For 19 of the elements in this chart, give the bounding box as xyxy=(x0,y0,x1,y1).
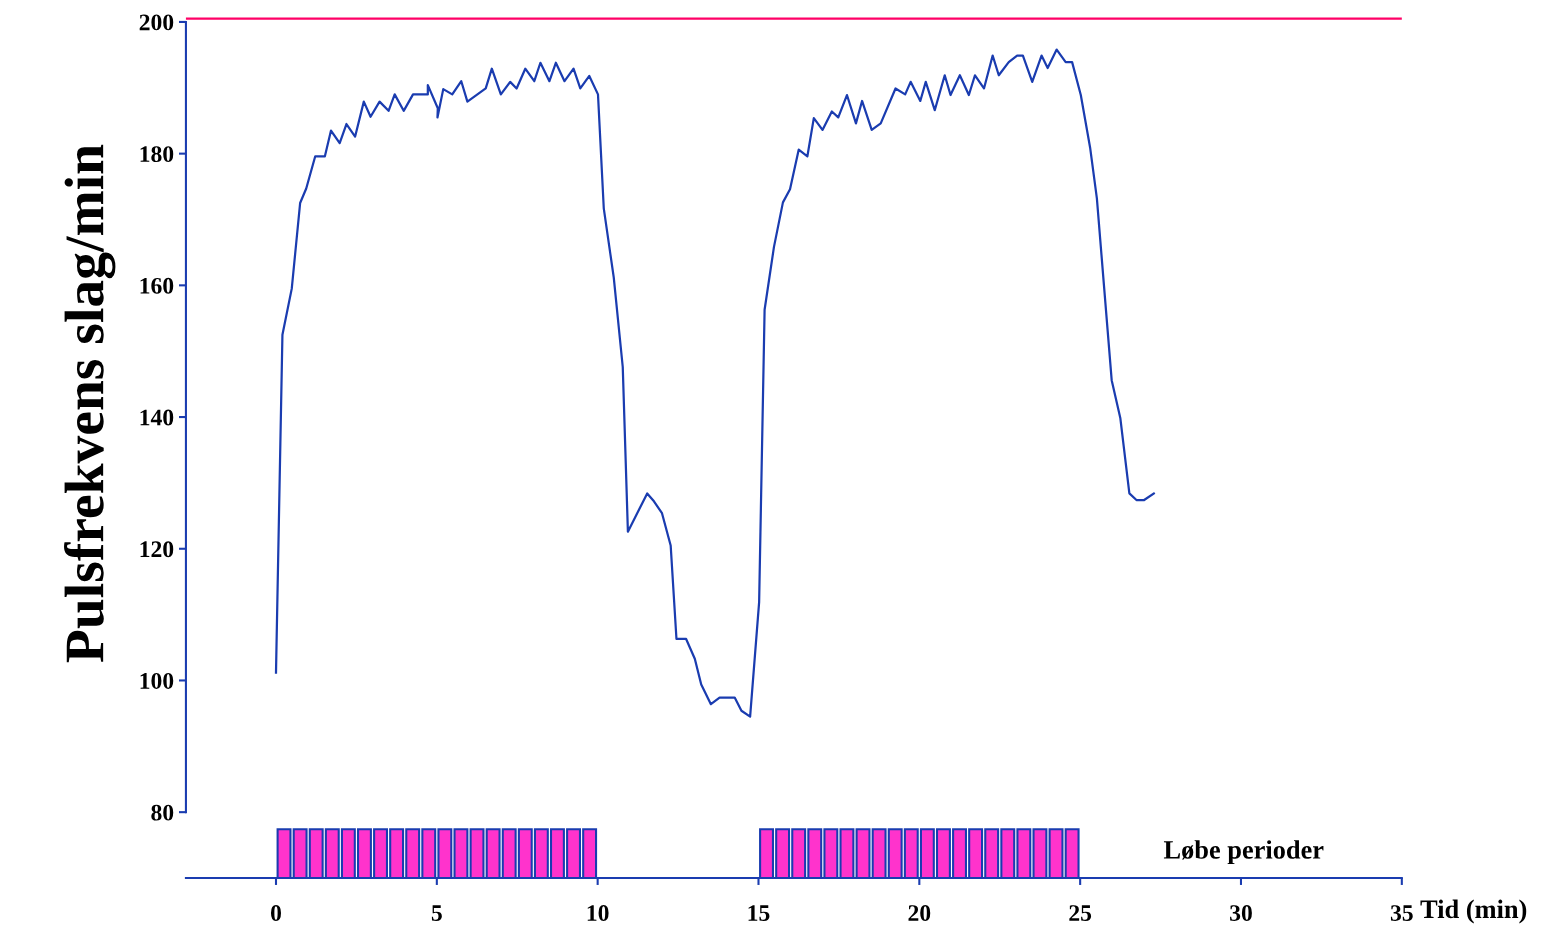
y-tick-label: 180 xyxy=(140,146,174,163)
x-tick-label: 25 xyxy=(1069,905,1092,922)
x-tick-label: 30 xyxy=(1230,905,1252,922)
y-tick-label: 140 xyxy=(140,409,174,426)
x-tick-label: 0 xyxy=(270,905,281,922)
x-tick-label: 20 xyxy=(908,905,931,922)
x-tick-label: 15 xyxy=(748,905,770,922)
line-series xyxy=(274,48,1155,718)
annotation: Løbe perioder xyxy=(1163,840,1324,865)
y-tick-label: 160 xyxy=(140,277,174,294)
y-tick-label: 80 xyxy=(151,804,174,821)
x-tick-label: 5 xyxy=(431,905,442,922)
y-tick-label: 120 xyxy=(140,541,174,558)
x-tick-label: 35 xyxy=(1390,905,1413,922)
y-tick-label: 200 xyxy=(139,14,174,31)
y-axis-title: Pulsfrekvens slag/min xyxy=(64,144,116,663)
x-tick-label: 10 xyxy=(587,905,609,922)
x-axis-title: Tid (min) xyxy=(1420,899,1527,924)
y-tick-label: 100 xyxy=(140,672,174,689)
